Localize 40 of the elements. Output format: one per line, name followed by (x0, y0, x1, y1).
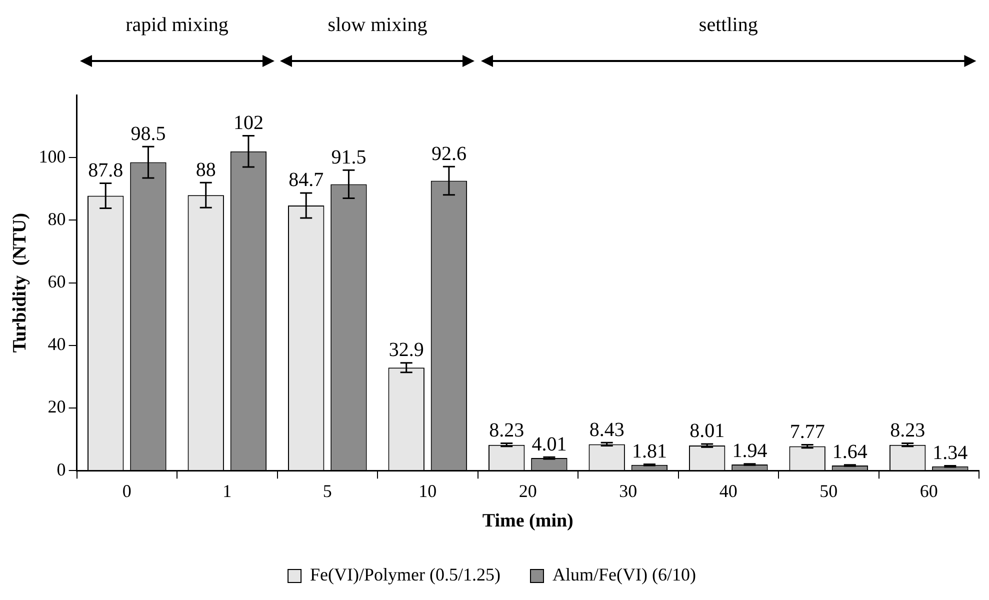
y-tick-label: 60 (48, 272, 66, 292)
data-label: 84.7 (288, 169, 324, 192)
x-tick-label: 0 (122, 481, 132, 502)
data-label: 8.23 (489, 420, 524, 442)
legend-label: Alum/Fe(VI) (6/10) (552, 564, 696, 585)
y-tick-label: 80 (48, 208, 66, 229)
data-label: 8.23 (890, 420, 926, 442)
y-tick-label: 40 (48, 334, 66, 354)
x-tick-label: 40 (719, 481, 738, 502)
data-label: 1.81 (632, 440, 667, 463)
x-axis-title: Time (min) (482, 510, 574, 532)
x-tick-label: 20 (518, 481, 537, 502)
x-tick-label: 50 (820, 481, 838, 502)
y-tick-label: 100 (38, 146, 66, 166)
data-label: 87.8 (88, 160, 124, 182)
data-label: 8.43 (589, 418, 624, 441)
data-label: 8.01 (690, 420, 725, 442)
data-label: 1.34 (932, 442, 968, 464)
data-label: 7.77 (790, 420, 825, 443)
data-label: 92.6 (431, 142, 466, 165)
x-tick-label: 10 (418, 481, 437, 502)
legend-label: Fe(VI)/Polymer (0.5/1.25) (310, 564, 501, 585)
data-label: 98.5 (130, 122, 166, 145)
data-label: 88 (196, 158, 216, 181)
data-label: 4.01 (532, 433, 567, 456)
text: settling (698, 14, 758, 37)
data-label: 1.94 (732, 440, 768, 462)
x-tick-label: 60 (920, 481, 938, 502)
data-label: 1.64 (832, 441, 868, 464)
y-axis-title: Turbidity (NTU) (9, 212, 30, 353)
x-tick-label: 1 (222, 481, 232, 502)
x-tick-label: 5 (322, 481, 332, 502)
data-label: 102 (233, 112, 264, 134)
y-tick-label: 20 (48, 396, 66, 417)
data-label: 91.5 (331, 146, 366, 168)
text: slow mixing (328, 14, 428, 37)
x-tick-label: 30 (619, 481, 638, 502)
text: rapid mixing (126, 14, 228, 37)
y-tick-label: 0 (56, 459, 66, 480)
data-label: 32.9 (388, 339, 424, 362)
